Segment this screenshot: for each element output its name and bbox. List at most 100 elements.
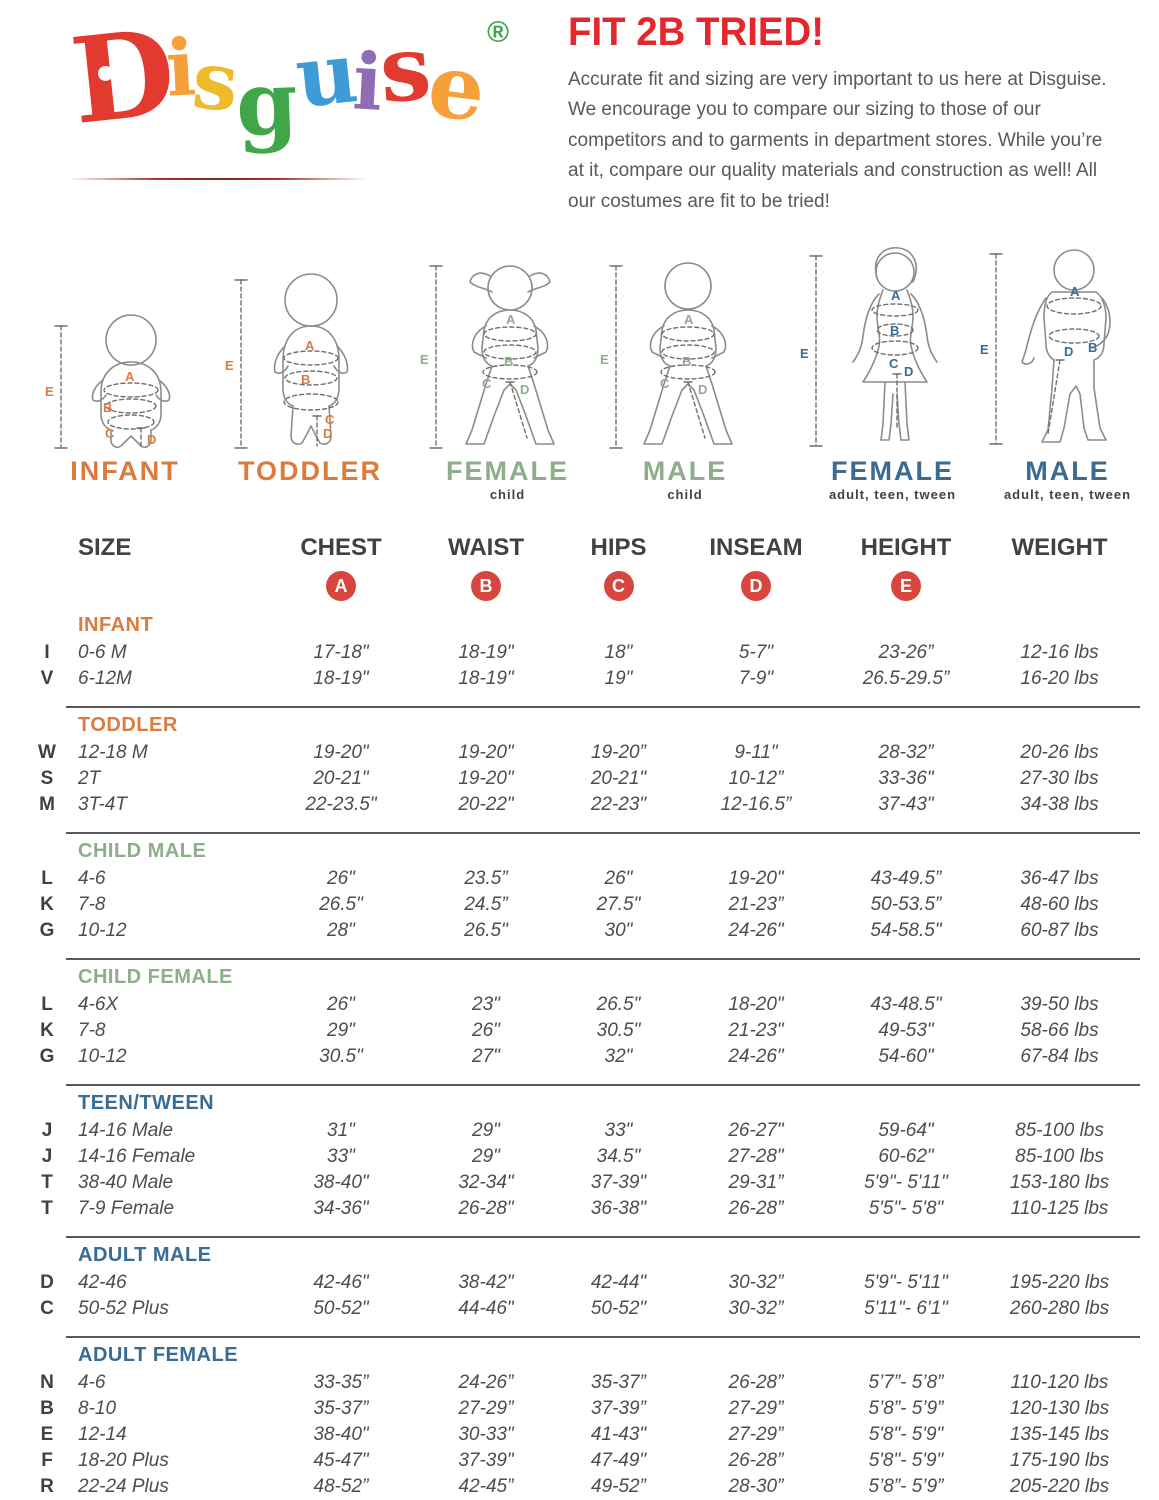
badge-d: D bbox=[741, 571, 771, 601]
weight-value: 175-190 lbs bbox=[1009, 1450, 1110, 1471]
hips-value: 18" bbox=[604, 642, 633, 663]
inseam-value: 24-26" bbox=[728, 920, 784, 941]
size-label: 8-10 bbox=[78, 1398, 117, 1419]
header-size: SIZE bbox=[78, 534, 132, 561]
size-label: 4-6 bbox=[78, 868, 106, 889]
section-title: CHILD MALE bbox=[78, 840, 207, 862]
height-value: 5’8”- 5’9” bbox=[868, 1398, 944, 1419]
marker-a: A bbox=[125, 369, 135, 384]
marker-b: B bbox=[682, 354, 691, 369]
height-value: 37-43" bbox=[878, 794, 934, 815]
chest-value: 19-20" bbox=[313, 742, 369, 763]
inseam-value: 30-32” bbox=[728, 1272, 784, 1293]
height-value: 50-53.5” bbox=[870, 894, 942, 915]
infant-figure: E A B C D bbox=[45, 314, 171, 449]
table-row: W 12-18 M 19-20" 19-20" 19-20” 9-11" 28-32” 20-… bbox=[28, 740, 1140, 766]
badge-row: A B C D E bbox=[28, 570, 1140, 602]
table-row: F 18-20 Plus 45-47" 37-39" 47-49" 26-28” 5'8"-… bbox=[28, 1448, 1140, 1474]
hips-value: 35-37” bbox=[591, 1372, 646, 1393]
weight-value: 27-30 lbs bbox=[1020, 768, 1099, 789]
size-code: T bbox=[41, 1198, 53, 1219]
chest-value: 38-40" bbox=[313, 1424, 369, 1445]
weight-value: 205-220 lbs bbox=[1009, 1476, 1110, 1497]
chest-value: 31" bbox=[327, 1120, 355, 1141]
chest-value: 26" bbox=[327, 868, 355, 889]
inseam-value: 29-31” bbox=[728, 1172, 784, 1193]
marker-b: B bbox=[890, 323, 899, 338]
size-code: W bbox=[38, 742, 56, 763]
marker-b: B bbox=[1088, 340, 1097, 355]
marker-c: C bbox=[660, 376, 670, 391]
height-value: 5'9"- 5'11" bbox=[864, 1172, 948, 1193]
chest-value: 26.5" bbox=[319, 894, 363, 915]
weight-value: 120-130 lbs bbox=[1009, 1398, 1110, 1419]
chest-value: 42-46" bbox=[313, 1272, 369, 1293]
marker-e: E bbox=[225, 358, 234, 373]
section-title: TODDLER bbox=[78, 714, 178, 736]
marker-e: E bbox=[600, 352, 609, 367]
section-title: ADULT MALE bbox=[78, 1244, 212, 1266]
weight-value: 110-120 lbs bbox=[1010, 1372, 1109, 1393]
header-inseam: INSEAM bbox=[709, 534, 803, 561]
size-code: R bbox=[40, 1476, 54, 1497]
section-title: INFANT bbox=[78, 614, 154, 636]
table-row: N 4-6 33-35” 24-26” 35-37” 26-28” 5’7”- 5’8” 11… bbox=[28, 1370, 1140, 1396]
table-row: K 7-8 26.5" 24.5” 27.5" 21-23” 50-53.5” 48-60 l… bbox=[28, 892, 1140, 918]
inseam-value: 12-16.5” bbox=[720, 794, 792, 815]
inseam-value: 21-23" bbox=[728, 1020, 784, 1041]
figure-male-child: E A B C D MALE child bbox=[600, 252, 770, 502]
table-row: K 7-8 29" 26" 30.5" 21-23" 49-53" 58-66 lbs bbox=[28, 1018, 1140, 1044]
height-value: 5'5"- 5'8" bbox=[868, 1198, 944, 1219]
size-label: 14-16 Female bbox=[78, 1146, 196, 1167]
size-label: 4-6 bbox=[78, 1372, 106, 1393]
waist-value: 18-19" bbox=[458, 642, 514, 663]
size-code: E bbox=[40, 1424, 54, 1445]
table-row: D 42-46 42-46" 38-42" 42-44" 30-32” 5'9"- 5'11… bbox=[28, 1270, 1140, 1296]
section-divider bbox=[66, 832, 1140, 834]
size-label: 18-20 Plus bbox=[78, 1450, 169, 1471]
marker-d: D bbox=[323, 426, 332, 441]
table-row: S 2T 20-21" 19-20" 20-21" 10-12” 33-36" 27-30 l… bbox=[28, 766, 1140, 792]
badge-c: C bbox=[603, 571, 634, 601]
size-code: K bbox=[40, 1020, 54, 1041]
table-header-row: SIZE CHEST WAIST HIPS INSEAM HEIGHT WEIG… bbox=[28, 532, 1140, 564]
figure-sublabel: adult, teen, tween bbox=[1003, 487, 1132, 502]
marker-a: A bbox=[684, 312, 694, 327]
hips-value: 42-44" bbox=[590, 1272, 647, 1293]
size-code: J bbox=[41, 1146, 53, 1167]
size-table-body: INFANT I 0-6 M 17-18" 18-19" 18" 5-7" 23-26” 12-… bbox=[28, 614, 1140, 1500]
table-row: V 6-12M 18-19" 18-19" 19" 7-9" 26.5-29.5” 16-20… bbox=[28, 666, 1140, 692]
size-label: 22-24 Plus bbox=[78, 1476, 169, 1497]
marker-d: D bbox=[698, 382, 707, 397]
chest-value: 50-52" bbox=[313, 1298, 369, 1319]
waist-value: 20-22" bbox=[458, 794, 514, 815]
logo-letter: e bbox=[422, 31, 492, 143]
size-label: 3T-4T bbox=[78, 794, 127, 815]
chest-value: 29" bbox=[327, 1020, 355, 1041]
badge-e: E bbox=[891, 571, 921, 601]
height-value: 60-62" bbox=[878, 1146, 934, 1167]
hips-value: 26.5" bbox=[596, 994, 641, 1015]
table-row: I 0-6 M 17-18" 18-19" 18" 5-7" 23-26” 12-16 lbs bbox=[28, 640, 1140, 666]
weight-value: 135-145 lbs bbox=[1009, 1424, 1110, 1445]
size-table: SIZE CHEST WAIST HIPS INSEAM HEIGHT WEIG… bbox=[28, 532, 1140, 1500]
size-code: L bbox=[41, 868, 53, 889]
inseam-value: 9-11" bbox=[734, 742, 778, 763]
waist-value: 44-46" bbox=[458, 1298, 514, 1319]
height-value: 5'8"- 5'9" bbox=[868, 1424, 944, 1445]
marker-e: E bbox=[800, 346, 809, 361]
table-row: M 3T-4T 22-23.5" 20-22" 22-23" 12-16.5” 37-43"… bbox=[28, 792, 1140, 818]
marker-b: B bbox=[103, 400, 112, 415]
section-divider bbox=[66, 1336, 1140, 1338]
weight-value: 260-280 lbs bbox=[1009, 1298, 1110, 1319]
size-label: 2T bbox=[78, 768, 101, 789]
size-code: I bbox=[44, 642, 50, 663]
hips-value: 36-38" bbox=[590, 1198, 647, 1219]
inseam-value: 5-7" bbox=[738, 642, 774, 663]
figure-toddler: E A B C D TODDLER bbox=[225, 264, 395, 487]
header-hips: HIPS bbox=[590, 534, 647, 561]
figure-female-child: E A B C D FEMALE child bbox=[420, 252, 595, 502]
registered-mark-icon: ® bbox=[486, 16, 510, 49]
logo-letter: s bbox=[376, 14, 435, 124]
hips-value: 50-52" bbox=[590, 1298, 647, 1319]
